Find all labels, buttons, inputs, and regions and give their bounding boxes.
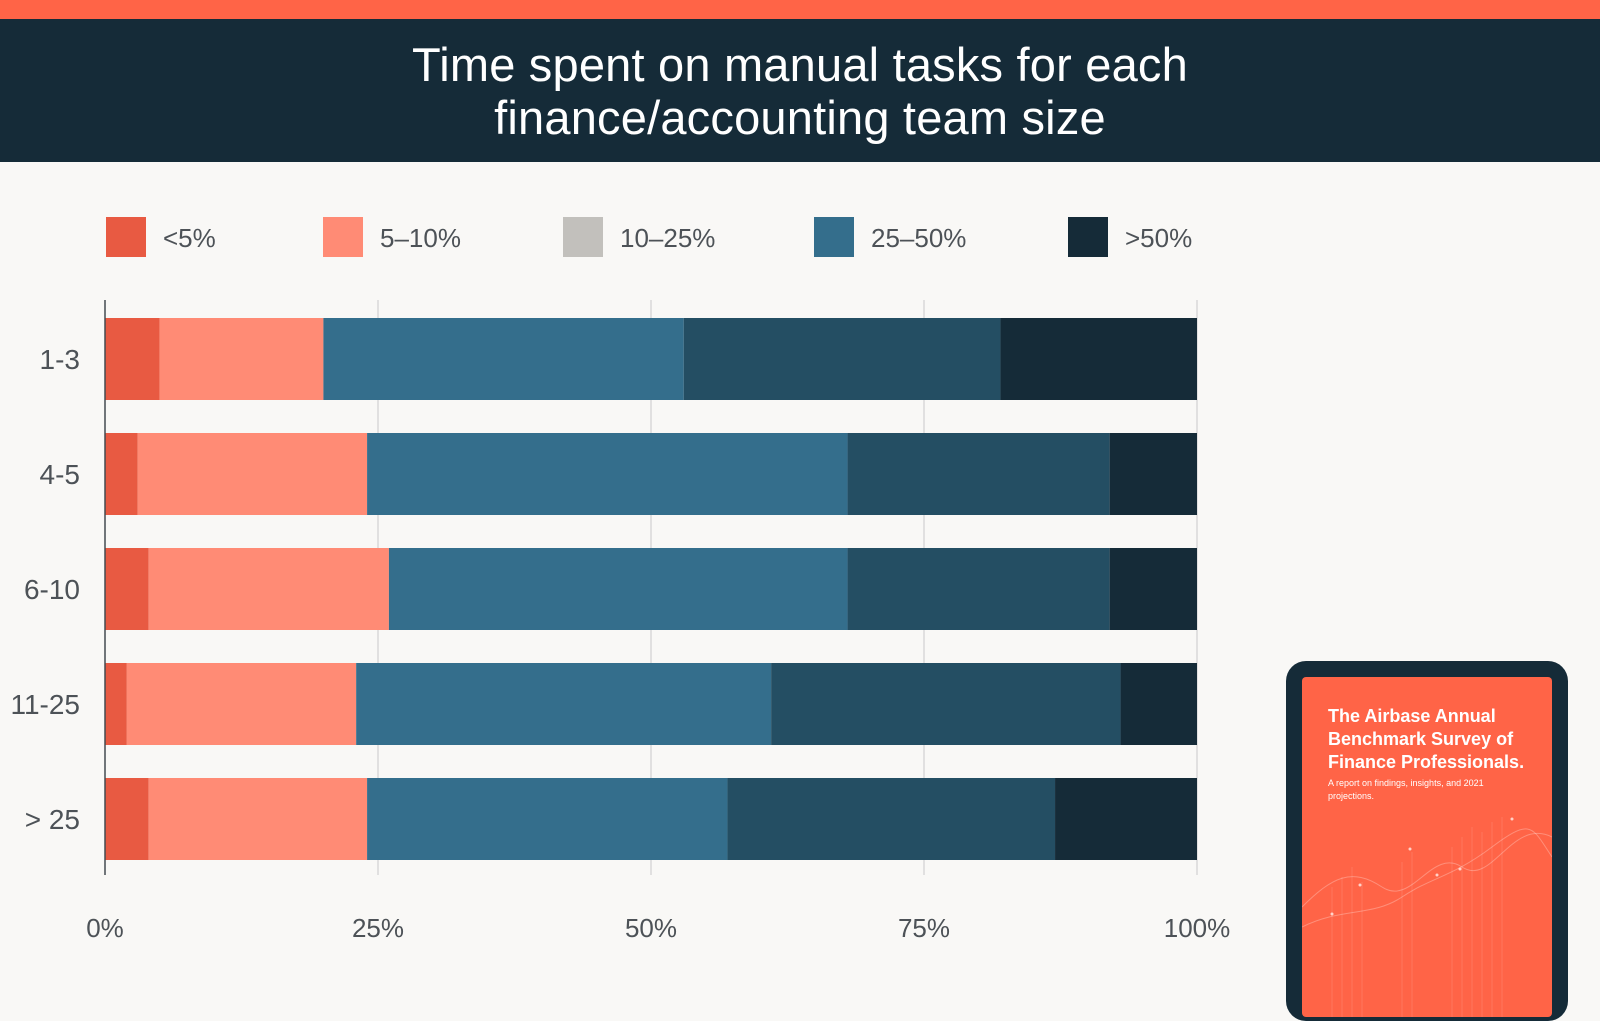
bar-segment-4-0	[105, 778, 149, 860]
bar-segment-2-4	[1109, 548, 1197, 630]
bar-segment-3-2	[356, 663, 772, 745]
report-cover-subtitle: A report on findings, insights, and 2021…	[1328, 778, 1484, 801]
bar-segment-4-3	[727, 778, 1056, 860]
bar-segment-4-1	[148, 778, 368, 860]
bar-segment-3-0	[105, 663, 127, 745]
report-cover-decorative-lines	[1302, 817, 1552, 1017]
top-accent-bar	[0, 0, 1600, 19]
x-tick-label: 100%	[1164, 913, 1231, 943]
bar-segment-3-1	[126, 663, 357, 745]
y-tick-label: 4-5	[40, 459, 80, 490]
legend-swatch-3	[814, 217, 854, 257]
x-tick-label: 75%	[898, 913, 950, 943]
legend-swatch-2	[563, 217, 603, 257]
legend-swatch-4	[1068, 217, 1108, 257]
legend-swatch-1	[323, 217, 363, 257]
chart-title-line-1: Time spent on manual tasks for each	[412, 37, 1188, 91]
report-cover-tablet: The Airbase Annual Benchmark Survey of F…	[1286, 661, 1568, 1021]
bar-segment-1-3	[847, 433, 1110, 515]
bar-segment-0-3	[683, 318, 1001, 400]
bar-segment-4-2	[367, 778, 728, 860]
bar-segment-0-4	[1000, 318, 1197, 400]
legend-swatch-0	[106, 217, 146, 257]
bar-segment-1-0	[105, 433, 138, 515]
legend-label-2: 10–25%	[620, 223, 715, 253]
bar-segment-1-1	[137, 433, 368, 515]
report-cover-title: The Airbase Annual Benchmark Survey of F…	[1328, 706, 1525, 772]
bar-segment-1-2	[367, 433, 848, 515]
bar-segment-2-0	[105, 548, 149, 630]
y-tick-label: 1-3	[40, 344, 80, 375]
y-tick-label: 6-10	[24, 574, 80, 605]
stacked-bar-chart: <5% 5–10% 10–25% 25–50% >50% 1-3 4-5 6-10 11-25 >…	[10, 217, 1231, 943]
header-band: Time spent on manual tasks for each fina…	[0, 19, 1600, 162]
bar-segment-0-0	[105, 318, 160, 400]
bar-segment-1-4	[1109, 433, 1197, 515]
legend-label-0: <5%	[163, 223, 216, 253]
chart-title-line-2: finance/accounting team size	[494, 90, 1106, 144]
bar-segment-2-1	[148, 548, 389, 630]
legend-label-4: >50%	[1125, 223, 1192, 253]
bar-segment-2-2	[388, 548, 848, 630]
x-tick-label: 0%	[86, 913, 124, 943]
legend-label-1: 5–10%	[380, 223, 461, 253]
x-tick-label: 50%	[625, 913, 677, 943]
x-tick-label: 25%	[352, 913, 404, 943]
y-tick-label: 11-25	[10, 689, 80, 720]
bar-segment-2-3	[847, 548, 1110, 630]
legend-label-3: 25–50%	[871, 223, 966, 253]
report-cover: The Airbase Annual Benchmark Survey of F…	[1302, 677, 1552, 1017]
bar-segment-0-1	[159, 318, 324, 400]
y-tick-label: > 25	[25, 804, 80, 835]
bar-segment-3-3	[771, 663, 1121, 745]
bar-segment-0-2	[323, 318, 684, 400]
bar-segment-3-4	[1120, 663, 1197, 745]
bar-segment-4-4	[1055, 778, 1197, 860]
